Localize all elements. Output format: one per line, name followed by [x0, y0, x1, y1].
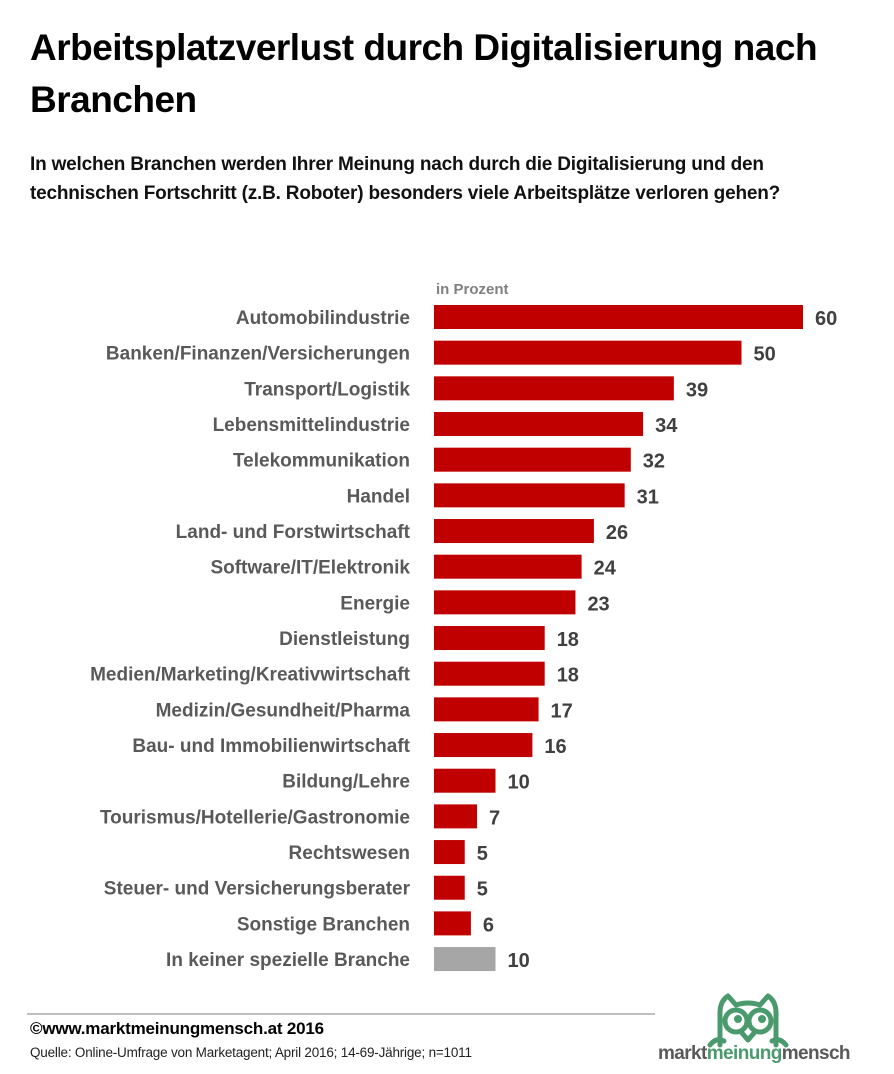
copyright-text: ©www.marktmeinungmensch.at 2016 — [30, 1019, 324, 1038]
bar — [434, 733, 533, 758]
logo-word-meinung: meinung — [706, 1043, 783, 1064]
bar — [434, 554, 582, 579]
footer-divider — [27, 1013, 655, 1015]
bar — [434, 626, 545, 651]
category-label: Energie — [340, 593, 410, 614]
value-label: 26 — [606, 522, 628, 544]
bar — [434, 305, 803, 329]
category-label: Software/IT/Elektronik — [210, 558, 410, 579]
category-label: Rechtswesen — [289, 843, 410, 864]
value-label: 10 — [508, 772, 530, 794]
value-label: 32 — [643, 451, 665, 473]
value-label: 34 — [655, 415, 678, 437]
logo-wordmark: marktmeinungmensch — [658, 1043, 851, 1065]
bar — [434, 519, 594, 544]
value-label: 31 — [637, 486, 659, 508]
bar — [434, 340, 742, 365]
value-label: 16 — [544, 736, 566, 758]
category-label: Dienstleistung — [279, 629, 410, 650]
brand-logo: marktmeinungmensch — [650, 993, 890, 1071]
chart-subtitle: In welchen Branchen werden Ihrer Meinung… — [30, 154, 781, 204]
bar — [434, 590, 576, 615]
category-label: Tourismus/Hotellerie/Gastronomie — [100, 807, 410, 828]
bar — [434, 875, 465, 900]
value-label: 5 — [477, 879, 488, 901]
bar — [434, 412, 644, 437]
bar — [434, 376, 674, 401]
value-label: 60 — [815, 308, 837, 330]
value-label: 10 — [508, 950, 530, 972]
bar — [434, 661, 545, 686]
value-label: 39 — [686, 379, 708, 401]
value-label: 5 — [477, 843, 488, 865]
bar — [434, 911, 471, 936]
category-label: Medien/Marketing/Kreativwirtschaft — [90, 665, 411, 686]
category-label: Transport/Logistik — [244, 379, 410, 400]
bar — [434, 840, 465, 865]
category-label: Banken/Finanzen/Versicherungen — [106, 344, 410, 365]
category-label: In keiner spezielle Branche — [166, 950, 410, 971]
category-label: Automobilindustrie — [236, 308, 410, 329]
logo-word-mensch: mensch — [781, 1043, 851, 1064]
owl-icon — [707, 993, 789, 1048]
category-label: Handel — [347, 486, 410, 507]
category-label: Lebensmittelindustrie — [213, 415, 410, 436]
unit-label: in Prozent — [436, 281, 509, 298]
logo-word-markt: markt — [658, 1043, 707, 1064]
value-label: 6 — [483, 914, 494, 936]
category-label: Bildung/Lehre — [282, 772, 410, 793]
category-label: Medizin/Gesundheit/Pharma — [156, 700, 411, 721]
value-label: 7 — [489, 807, 500, 829]
category-label: Telekommunikation — [233, 451, 410, 472]
value-label: 23 — [587, 593, 609, 615]
bar — [434, 768, 496, 793]
bar — [434, 697, 539, 722]
bar — [434, 447, 631, 472]
bar — [434, 804, 478, 829]
chart-title: Arbeitsplatzverlust durch Digitalisierun… — [30, 27, 818, 120]
value-label: 50 — [754, 344, 776, 366]
bar — [434, 483, 625, 508]
value-label: 18 — [557, 629, 579, 651]
category-label: Land- und Forstwirtschaft — [176, 522, 411, 543]
value-label: 18 — [557, 665, 579, 687]
source-text: Quelle: Online-Umfrage von Marketagent; … — [30, 1045, 472, 1060]
category-label: Sonstige Branchen — [237, 914, 410, 935]
category-label: Bau- und Immobilienwirtschaft — [132, 736, 410, 757]
category-label: Steuer- und Versicherungsberater — [104, 879, 411, 900]
bar — [434, 947, 496, 972]
value-label: 17 — [551, 700, 573, 722]
value-label: 24 — [594, 558, 617, 580]
